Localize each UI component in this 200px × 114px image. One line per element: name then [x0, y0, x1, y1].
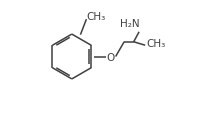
- Text: H₂N: H₂N: [120, 19, 140, 29]
- Text: O: O: [107, 53, 115, 62]
- Text: CH₃: CH₃: [147, 39, 166, 48]
- Text: CH₃: CH₃: [87, 12, 106, 21]
